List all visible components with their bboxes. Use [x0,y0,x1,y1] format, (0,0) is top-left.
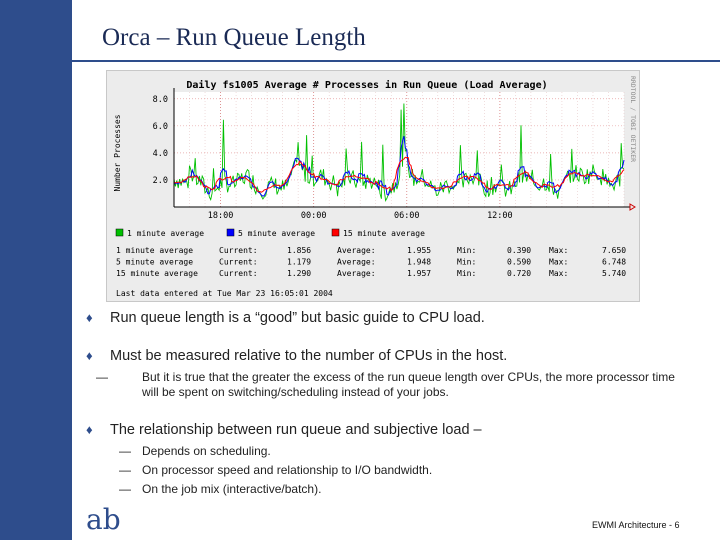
sub-bullet-text: Depends on scheduling. [142,444,271,458]
stats-cell: 15 minute average [116,269,198,278]
logo: ab [86,503,121,536]
x-tick-label: 18:00 [208,211,234,221]
chart-panel: Daily fs1005 Average # Processes in Run … [106,70,640,302]
dash-icon: — [119,463,131,477]
stats-cell: Current: [219,246,258,255]
bullet-item: ♦ Must be measured relative to the number… [86,348,507,364]
stats-cell: 5 minute average [116,258,193,267]
y-tick-label: 2.0 [153,176,168,186]
sub-bullet-text: On processor speed and relationship to I… [142,463,433,477]
stats-cell: Max: [549,246,568,255]
stats-cell: 0.390 [507,246,531,255]
diamond-bullet-icon: ♦ [86,310,93,325]
stats-cell: 7.650 [602,246,626,255]
sub-bullet-text: On the job mix (interactive/batch). [142,482,322,496]
title-divider [24,60,720,62]
legend-swatch [115,228,124,237]
stats-cell: Max: [549,269,568,278]
y-axis-label: Number Processes [113,114,122,191]
stats-cell: 1.957 [407,269,431,278]
dash-icon: — [119,482,131,496]
sub-bullet-item: — On the job mix (interactive/batch). [119,482,679,497]
axes [173,88,636,211]
stats-cell: 0.590 [507,258,531,267]
stats-table: 1 minute average Current: 1.856 Average: 1.9… [116,246,626,278]
bullet-text: The relationship between run queue and s… [110,422,482,438]
stats-cell: 1.290 [287,269,311,278]
plot-area [174,92,624,207]
legend-label: 1 minute average [127,229,204,238]
last-data-entry: Last data entered at Tue Mar 23 16:05:01… [116,289,333,298]
stats-cell: 1.948 [407,258,431,267]
bullet-item: ♦ The relationship between run queue and … [86,422,482,438]
y-tick-label: 6.0 [153,122,168,132]
stats-cell: Current: [219,258,258,267]
chart-title: Daily fs1005 Average # Processes in Run … [186,79,547,91]
stats-cell: 1 minute average [116,246,193,255]
bullet-text: Run queue length is a “good” but basic g… [110,310,485,326]
y-tick-labels: 8.0 6.0 4.0 2.0 [153,95,168,186]
sub-bullet-item: — But it is true that the greater the exc… [96,370,682,400]
stats-cell: 1.179 [287,258,311,267]
diamond-bullet-icon: ♦ [86,348,93,363]
stats-cell: Current: [219,269,258,278]
stats-cell: Average: [337,258,376,267]
x-tick-labels: 18:00 00:00 06:00 12:00 [208,211,513,221]
left-accent-bar [0,0,72,540]
y-tick-label: 4.0 [153,149,168,159]
diamond-bullet-icon: ♦ [86,422,93,437]
x-tick-label: 12:00 [487,211,513,221]
stats-cell: 5.740 [602,269,626,278]
stats-cell: Min: [457,246,476,255]
stats-cell: Min: [457,269,476,278]
stats-cell: 6.748 [602,258,626,267]
stats-cell: Average: [337,269,376,278]
y-tick-label: 8.0 [153,95,168,105]
dash-icon: — [96,370,108,384]
stats-cell: 1.955 [407,246,431,255]
rrdtool-credit: RRDTOOL / TOBI OETIKER [629,76,637,162]
load-average-chart: Daily fs1005 Average # Processes in Run … [113,76,637,298]
slide-footer: EWMI Architecture - 6 [592,520,680,530]
stats-cell: Max: [549,258,568,267]
dash-icon: — [119,444,131,458]
sub-bullet-item: — Depends on scheduling. [119,444,679,459]
legend-label: 5 minute average [238,229,315,238]
sub-bullet-text: But it is true that the greater the exce… [142,370,675,399]
legend-swatch [226,228,235,237]
series-line [173,136,625,197]
stats-cell: Min: [457,258,476,267]
x-tick-label: 00:00 [301,211,327,221]
legend: 1 minute average 5 minute average 15 minut… [115,228,425,238]
stats-cell: Average: [337,246,376,255]
series-line [173,103,625,203]
x-axis-arrow-icon [629,203,636,211]
legend-label: 15 minute average [343,229,425,238]
series-lines [173,103,625,203]
stats-cell: 1.856 [287,246,311,255]
legend-swatch [331,228,340,237]
slide-title: Orca – Run Queue Length [102,24,366,51]
bullet-item: ♦ Run queue length is a “good” but basic … [86,310,485,326]
bullet-text: Must be measured relative to the number … [110,348,508,364]
sub-bullet-item: — On processor speed and relationship to … [119,463,679,478]
series-line [173,156,625,193]
x-tick-label: 06:00 [394,211,420,221]
stats-cell: 0.720 [507,269,531,278]
